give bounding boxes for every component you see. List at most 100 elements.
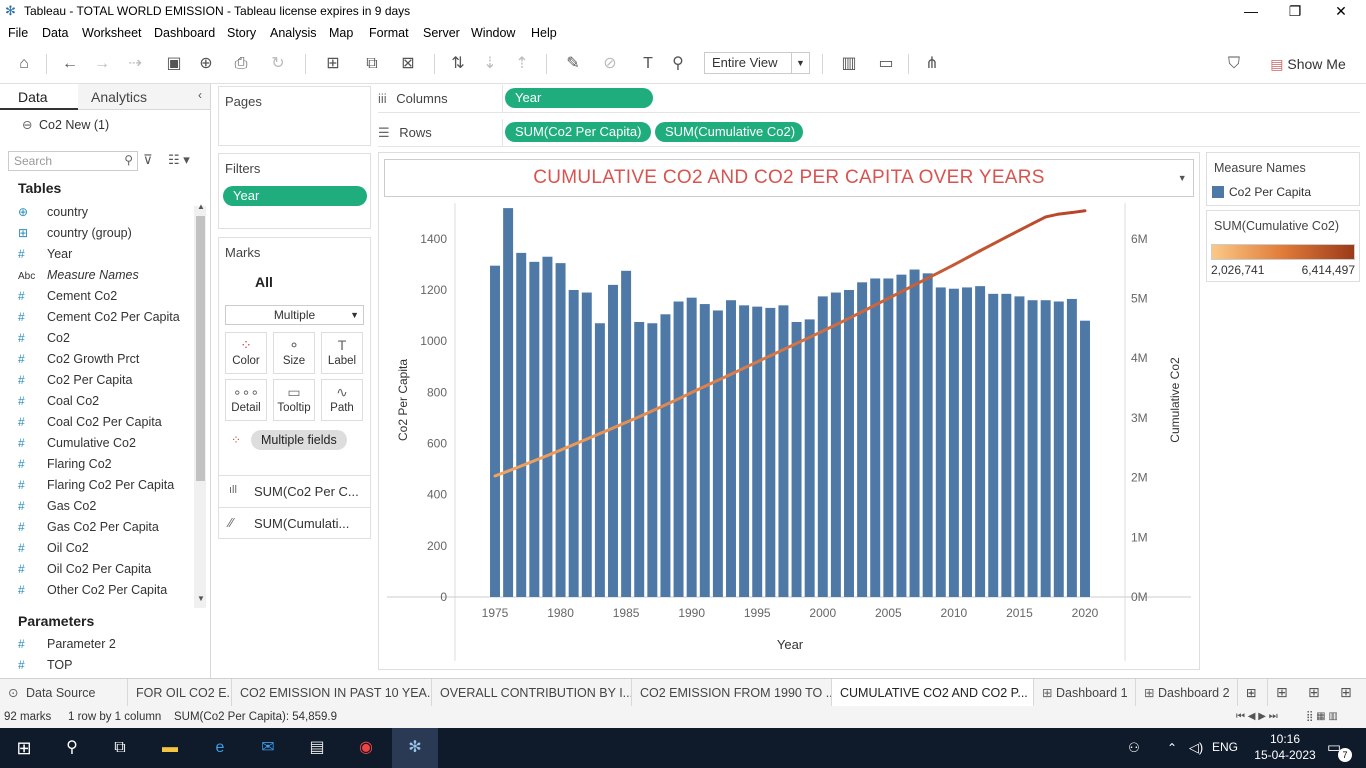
field-item[interactable]: # Co2 Per Capita xyxy=(18,370,198,390)
file-explorer-icon[interactable]: ▬ xyxy=(162,739,178,756)
sort-asc-icon[interactable]: ⇣ xyxy=(483,55,497,72)
field-item[interactable]: # Co2 xyxy=(18,328,198,348)
duplicate-icon[interactable]: ⧉ xyxy=(366,55,378,72)
scrollbar-thumb[interactable] xyxy=(196,216,205,481)
tab-dashboard-2[interactable]: ⊞ Dashboard 2 xyxy=(1136,679,1238,707)
sort-desc-icon[interactable]: ⇡ xyxy=(515,55,529,72)
parameter-item[interactable]: # Parameter 2 xyxy=(18,634,198,654)
chevron-down-icon[interactable]: ▼ xyxy=(1177,173,1187,183)
marks-all-label[interactable]: All xyxy=(255,274,273,290)
minimize-button[interactable]: — xyxy=(1244,3,1258,19)
menu-worksheet[interactable]: Worksheet xyxy=(82,26,142,40)
clock-time[interactable]: 10:16 xyxy=(1269,732,1301,746)
field-item[interactable]: # Cement Co2 xyxy=(18,286,198,306)
paint-icon[interactable]: ⛉ xyxy=(1227,55,1240,72)
field-item[interactable]: # Flaring Co2 Per Capita xyxy=(18,475,198,495)
chart-svg[interactable]: 0 200 400 600 800 1000 1200 1400 0M 1M 2M 3M 4M 5M 6M 1… xyxy=(379,199,1199,669)
field-item[interactable]: # Cumulative Co2 xyxy=(18,433,198,453)
clear-sheet-icon[interactable]: ⊠ xyxy=(401,55,415,72)
task-view-icon[interactable]: ⧉ xyxy=(114,739,126,756)
menu-data[interactable]: Data xyxy=(42,26,69,40)
filter-icon[interactable]: ⊽ xyxy=(143,152,153,167)
scroll-down-icon[interactable]: ▼ xyxy=(197,594,205,603)
label-button[interactable]: T Label xyxy=(321,332,363,374)
sheet-nav-icons[interactable]: ⏮ ◀ ▶ ⏭ xyxy=(1236,711,1278,722)
tab-past-10-years[interactable]: CO2 EMISSION IN PAST 10 YEA... xyxy=(232,679,432,707)
menu-analysis[interactable]: Analysis xyxy=(270,26,317,40)
cumulative-color-legend[interactable]: SUM(Cumulative Co2) 2,026,741 6,414,497 xyxy=(1206,210,1360,282)
field-item[interactable]: # Oil Co2 Per Capita xyxy=(18,559,198,579)
notification-icon[interactable]: ▭ xyxy=(1326,739,1342,756)
redo-icon[interactable]: → xyxy=(94,55,110,72)
menu-help[interactable]: Help xyxy=(531,26,557,40)
presentation-icon[interactable]: ▭ xyxy=(878,55,894,72)
search-icon[interactable]: ⚲ xyxy=(66,739,78,756)
highlight-icon[interactable]: ✎ xyxy=(566,55,580,72)
tab-1990-to[interactable]: CO2 EMISSION FROM 1990 TO ... xyxy=(632,679,832,707)
color-button[interactable]: ⁘ Color xyxy=(225,332,267,374)
grid-view-icon[interactable]: ⣿ ▦ ▥ xyxy=(1306,711,1338,722)
menu-file[interactable]: File xyxy=(8,26,29,40)
tooltip-button[interactable]: ▭ Tooltip xyxy=(273,379,315,421)
share-icon[interactable]: ⋔ xyxy=(925,55,939,72)
labels-icon[interactable]: T xyxy=(643,55,653,72)
menu-map[interactable]: Map xyxy=(329,26,354,40)
home-icon[interactable]: ⌂ xyxy=(19,55,29,72)
chrome-icon[interactable]: ◉ xyxy=(359,739,373,756)
tab-oil-co2[interactable]: FOR OIL CO2 E... xyxy=(128,679,232,707)
field-item[interactable]: # Gas Co2 xyxy=(18,496,198,516)
tab-truncated[interactable]: ⊞ xyxy=(1238,679,1268,707)
detail-button[interactable]: ∘∘∘ Detail xyxy=(225,379,267,421)
tab-analytics[interactable]: Analytics ‹ xyxy=(78,84,210,110)
menu-window[interactable]: Window xyxy=(471,26,516,40)
row-pill-co2-per-capita[interactable]: SUM(Co2 Per Capita) xyxy=(505,122,651,142)
store-icon[interactable]: ▤ xyxy=(309,739,325,756)
close-button[interactable]: ✕ xyxy=(1335,3,1347,19)
field-item[interactable]: # Co2 Growth Prct xyxy=(18,349,198,369)
field-item[interactable]: # Coal Co2 Per Capita xyxy=(18,412,198,432)
field-item[interactable]: # Flaring Co2 xyxy=(18,454,198,474)
tab-dashboard-1[interactable]: ⊞ Dashboard 1 xyxy=(1034,679,1136,707)
tab-data[interactable]: Data xyxy=(0,84,78,110)
fit-select[interactable]: Entire View ▼ xyxy=(704,52,810,74)
view-options-icon[interactable]: ☷ ▾ xyxy=(168,152,190,167)
measure-names-legend[interactable]: Measure Names Co2 Per Capita xyxy=(1206,152,1360,206)
mark-type-select[interactable]: Multiple ▼ xyxy=(225,305,364,325)
language-indicator[interactable]: ENG xyxy=(1212,740,1239,754)
marks-layer-line[interactable]: ⁄⁄ SUM(Cumulati... xyxy=(219,507,371,539)
new-worksheet-icon[interactable]: ⊞ xyxy=(326,55,340,72)
search-input[interactable]: Search ⚲ xyxy=(8,151,138,171)
new-datasource-icon[interactable]: ⊕ xyxy=(199,55,213,72)
new-worksheet-icon[interactable]: ⊞ xyxy=(1276,684,1288,700)
row-pill-cumulative-co2[interactable]: SUM(Cumulative Co2) xyxy=(655,122,803,142)
undo-icon[interactable]: ← xyxy=(62,55,78,72)
windows-start-icon[interactable]: ⊞ xyxy=(16,738,32,758)
pages-card[interactable]: Pages xyxy=(218,86,371,146)
field-item[interactable]: # Gas Co2 Per Capita xyxy=(18,517,198,537)
swap-icon[interactable]: ⇅ xyxy=(451,55,465,72)
field-item[interactable]: # Cement Co2 Per Capita xyxy=(18,307,198,327)
mail-icon[interactable]: ✉ xyxy=(261,739,275,756)
restore-button[interactable]: ❐ xyxy=(1288,3,1302,19)
new-dashboard-icon[interactable]: ⊞ xyxy=(1308,684,1320,700)
columns-shelf[interactable]: iii Columns Year xyxy=(378,85,1360,113)
tab-data-source[interactable]: ⊙ Data Source xyxy=(0,679,128,707)
field-item[interactable]: ⊞ country (group) xyxy=(18,223,198,243)
size-button[interactable]: ⚬ Size xyxy=(273,332,315,374)
tray-chevron-icon[interactable]: ⌃ xyxy=(1166,741,1178,755)
show-cards-icon[interactable]: ▥ xyxy=(841,55,857,72)
column-pill-year[interactable]: Year xyxy=(505,88,653,108)
refresh-icon[interactable]: ↻ xyxy=(271,55,285,72)
tab-overall-contribution[interactable]: OVERALL CONTRIBUTION BY I... xyxy=(432,679,632,707)
menu-story[interactable]: Story xyxy=(227,26,257,40)
path-button[interactable]: ∿ Path xyxy=(321,379,363,421)
field-item[interactable]: # Other Co2 Per Capita xyxy=(18,580,198,600)
filters-card[interactable]: Filters Year xyxy=(218,153,371,229)
field-item[interactable]: Abc Measure Names xyxy=(18,265,198,285)
save-icon[interactable]: ▣ xyxy=(166,55,182,72)
clock-date[interactable]: 15-04-2023 xyxy=(1254,748,1316,762)
marks-layer-bar[interactable]: ıll SUM(Co2 Per C... xyxy=(219,475,371,507)
pause-updates-icon[interactable]: ⎙ xyxy=(234,55,248,72)
menu-server[interactable]: Server xyxy=(423,26,460,40)
chart-title[interactable]: CUMULATIVE CO2 AND CO2 PER CAPITA OVER Y… xyxy=(384,159,1194,197)
